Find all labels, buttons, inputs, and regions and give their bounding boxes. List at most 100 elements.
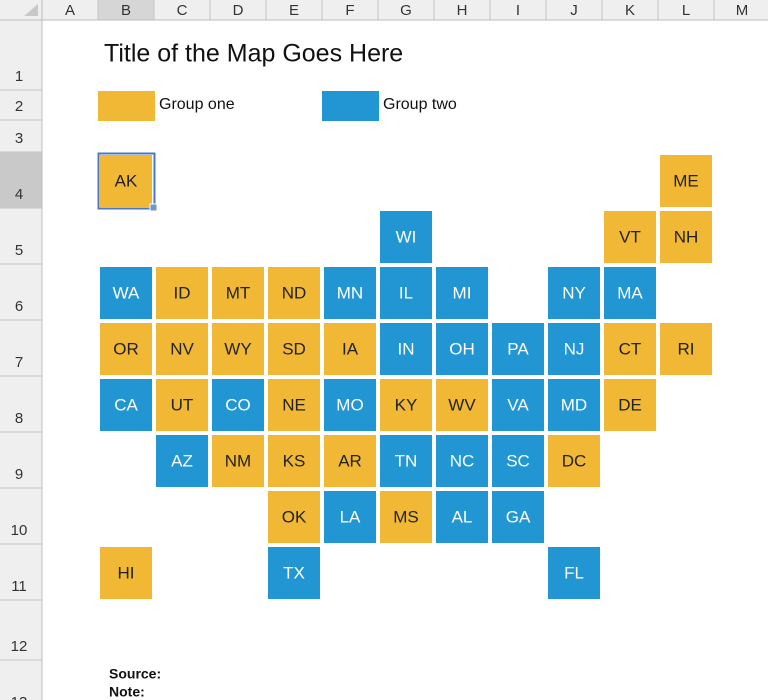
legend-swatch	[98, 91, 155, 121]
state-tile[interactable]	[548, 547, 600, 599]
state-tile[interactable]	[156, 267, 208, 319]
column-header[interactable]: C	[177, 2, 188, 19]
column-header[interactable]: J	[570, 2, 578, 19]
footer-label: Source:	[109, 666, 161, 682]
row-header[interactable]: 2	[15, 98, 23, 115]
column-header[interactable]: I	[516, 2, 520, 19]
state-tile[interactable]	[436, 267, 488, 319]
state-tile[interactable]	[604, 379, 656, 431]
state-tile[interactable]	[548, 267, 600, 319]
column-header[interactable]: F	[345, 2, 354, 19]
column-header[interactable]: K	[625, 2, 635, 19]
state-tile[interactable]	[156, 435, 208, 487]
state-tile[interactable]	[100, 267, 152, 319]
footer-label: Note:	[109, 684, 145, 700]
column-header[interactable]: E	[289, 2, 299, 19]
state-tile[interactable]	[604, 323, 656, 375]
state-tile[interactable]	[324, 323, 376, 375]
state-tile[interactable]	[100, 379, 152, 431]
state-tile[interactable]	[492, 435, 544, 487]
state-label: UT	[171, 395, 194, 414]
state-tile[interactable]	[380, 379, 432, 431]
state-tile[interactable]	[212, 267, 264, 319]
state-tile[interactable]	[492, 491, 544, 543]
column-header[interactable]: A	[65, 2, 75, 19]
state-tile[interactable]	[548, 379, 600, 431]
state-tile[interactable]	[380, 267, 432, 319]
state-tile[interactable]	[604, 211, 656, 263]
row-header[interactable]: 1	[15, 68, 23, 85]
column-header[interactable]: H	[457, 2, 468, 19]
state-tile[interactable]	[492, 323, 544, 375]
state-tile[interactable]	[268, 267, 320, 319]
row-header[interactable]: 10	[11, 522, 28, 539]
state-label: TX	[283, 563, 305, 582]
row-header[interactable]: 13	[11, 694, 28, 700]
state-tile[interactable]	[268, 435, 320, 487]
state-tile[interactable]	[268, 491, 320, 543]
state-label: NM	[225, 451, 251, 470]
state-tile[interactable]	[436, 323, 488, 375]
state-tile[interactable]	[380, 211, 432, 263]
state-label: CO	[225, 395, 251, 414]
row-header[interactable]: 7	[15, 354, 23, 371]
state-tile[interactable]	[156, 379, 208, 431]
state-tile[interactable]	[324, 435, 376, 487]
state-tile[interactable]	[604, 267, 656, 319]
state-tile[interactable]	[660, 155, 712, 207]
state-tile[interactable]	[324, 267, 376, 319]
state-tile[interactable]	[436, 379, 488, 431]
state-label: FL	[564, 563, 584, 582]
state-label: WA	[113, 283, 140, 302]
selected-column-header	[98, 0, 154, 20]
state-label: WI	[396, 227, 417, 246]
row-header[interactable]: 5	[15, 242, 23, 259]
state-tile[interactable]	[660, 211, 712, 263]
row-header[interactable]: 12	[11, 638, 28, 655]
row-header[interactable]: 4	[15, 186, 23, 203]
select-all[interactable]	[24, 4, 38, 16]
row-header[interactable]: 11	[11, 578, 27, 595]
state-tile[interactable]	[548, 323, 600, 375]
column-header[interactable]: D	[233, 2, 244, 19]
state-tile[interactable]	[268, 379, 320, 431]
row-header[interactable]: 6	[15, 298, 23, 315]
state-label: VT	[619, 227, 641, 246]
state-tile[interactable]	[660, 323, 712, 375]
state-tile[interactable]	[156, 323, 208, 375]
state-label: ID	[174, 283, 191, 302]
fill-handle[interactable]	[149, 203, 158, 212]
state-tile[interactable]	[380, 323, 432, 375]
state-tile[interactable]	[268, 547, 320, 599]
state-tile[interactable]	[100, 155, 152, 207]
state-tile[interactable]	[324, 379, 376, 431]
state-tile[interactable]	[548, 435, 600, 487]
column-header[interactable]: B	[121, 2, 131, 19]
state-tile[interactable]	[100, 323, 152, 375]
state-tile[interactable]	[492, 379, 544, 431]
state-label: TN	[395, 451, 418, 470]
legend-swatch	[322, 91, 379, 121]
state-tile[interactable]	[212, 323, 264, 375]
row-header[interactable]: 3	[15, 130, 23, 147]
state-label: AL	[452, 507, 473, 526]
state-tile[interactable]	[268, 323, 320, 375]
state-tile[interactable]	[436, 491, 488, 543]
row-header[interactable]: 9	[15, 466, 23, 483]
state-label: NJ	[564, 339, 585, 358]
state-tile[interactable]	[436, 435, 488, 487]
state-tile[interactable]	[212, 379, 264, 431]
state-tile[interactable]	[380, 435, 432, 487]
state-label: IN	[398, 339, 415, 358]
state-tile[interactable]	[324, 491, 376, 543]
state-tile[interactable]	[212, 435, 264, 487]
state-tile[interactable]	[380, 491, 432, 543]
row-header[interactable]: 8	[15, 410, 23, 427]
state-tile[interactable]	[100, 547, 152, 599]
column-header[interactable]: G	[400, 2, 412, 19]
state-label: DC	[562, 451, 587, 470]
state-label: WY	[224, 339, 251, 358]
column-header[interactable]: M	[736, 2, 749, 19]
column-header[interactable]: L	[682, 2, 690, 19]
